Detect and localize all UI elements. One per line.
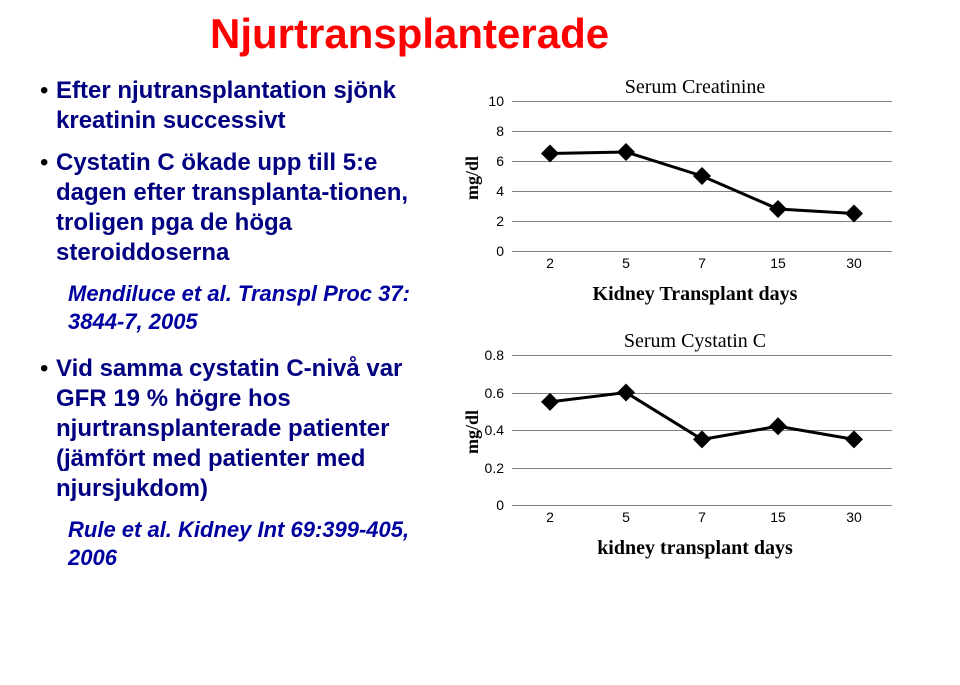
chart-xlabel: Kidney Transplant days [460,283,930,306]
citation-text: Mendiluce et al. Transpl Proc 37: 3844-7… [68,280,450,336]
left-column: • Efter njutransplantation sjönk kreatin… [40,76,460,590]
content-row: • Efter njutransplantation sjönk kreatin… [40,76,940,590]
slide: Njurtransplanterade • Efter njutransplan… [0,0,960,685]
bullet-dot: • [40,148,56,268]
slide-title: Njurtransplanterade [210,10,940,58]
chart-svg [460,101,912,279]
data-marker [541,145,559,163]
chart-plot-area: 00.20.40.60.82571530mg/dl [460,355,912,533]
bullet-dot: • [40,76,56,136]
chart-serum-creatinine: Serum Creatinine 02468102571530mg/dl Kid… [460,76,930,306]
data-marker [617,143,635,161]
bullet-text: Cystatin C ökade upp till 5:e dagen efte… [56,148,450,268]
right-column: Serum Creatinine 02468102571530mg/dl Kid… [460,76,930,590]
chart-title: Serum Creatinine [460,76,930,99]
chart-serum-cystatin-c: Serum Cystatin C 00.20.40.60.82571530mg/… [460,330,930,560]
data-marker [693,167,711,185]
data-marker [769,200,787,218]
chart-xlabel: kidney transplant days [460,537,930,560]
data-marker [617,384,635,402]
data-marker [769,417,787,435]
data-marker [845,205,863,223]
bullet-item: • Vid samma cystatin C-nivå var GFR 19 %… [40,354,450,504]
bullet-item: • Cystatin C ökade upp till 5:e dagen ef… [40,148,450,268]
chart-title: Serum Cystatin C [460,330,930,353]
bullet-text: Vid samma cystatin C-nivå var GFR 19 % h… [56,354,450,504]
data-marker [845,430,863,448]
bullet-dot: • [40,354,56,504]
data-marker [693,430,711,448]
chart-svg [460,355,912,533]
chart-plot-area: 02468102571530mg/dl [460,101,912,279]
data-marker [541,393,559,411]
bullet-text: Efter njutransplantation sjönk kreatinin… [56,76,450,136]
bullet-item: • Efter njutransplantation sjönk kreatin… [40,76,450,136]
citation-text: Rule et al. Kidney Int 69:399-405, 2006 [68,516,450,572]
